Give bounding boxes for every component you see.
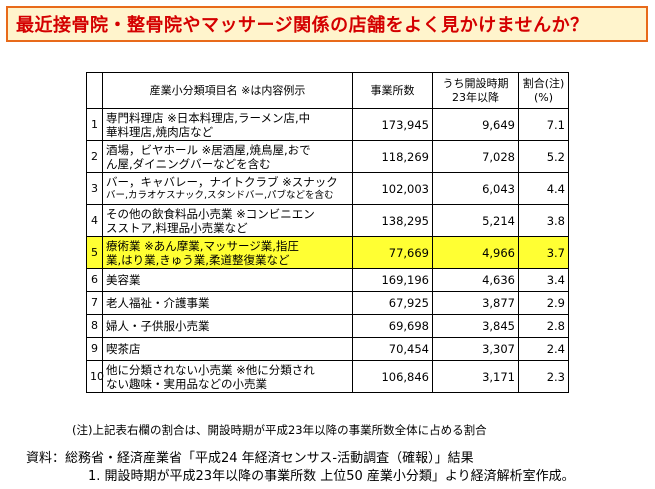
row-count: 169,196 <box>352 268 433 292</box>
header-item: 産業小分類項目名 ※は内容例示 <box>102 72 353 109</box>
row-since: 4,636 <box>432 268 519 292</box>
row-ratio: 3.8 <box>518 204 569 237</box>
row-number: 1 <box>86 108 103 141</box>
header-since: うち開設時期 23年以降 <box>432 72 519 109</box>
row-item: 酒場，ビヤホール ※居酒屋,焼鳥屋,おで ん屋,ダイニングバーなどを含む <box>102 140 353 173</box>
header-ratio-line1: 割合(注) <box>522 76 565 90</box>
row-ratio: 2.9 <box>518 291 569 315</box>
row-item: 老人福祉・介護事業 <box>102 291 353 315</box>
row-ratio: 2.3 <box>518 360 569 393</box>
row-number: 9 <box>86 337 103 361</box>
row-number: 4 <box>86 204 103 237</box>
row-since: 3,171 <box>432 360 519 393</box>
row-since: 6,043 <box>432 172 519 205</box>
table-row: 4 その他の飲食料品小売業 ※コンビニエン スストア,料理品小売業など 138,2… <box>86 204 569 237</box>
row-ratio: 7.1 <box>518 108 569 141</box>
row-ratio: 4.4 <box>518 172 569 205</box>
source-line-2: 1. 開設時期が平成23年以降の事業所数 上位50 産業小分類」より経済解析室作… <box>88 469 575 484</box>
row-item: 療術業 ※あん摩業,マッサージ業,指圧 業,はり業,きゅう業,柔道整復業など <box>102 236 353 269</box>
row-ratio: 3.4 <box>518 268 569 292</box>
table-header-row: 産業小分類項目名 ※は内容例示 事業所数 うち開設時期 23年以降 割合(注) … <box>86 72 569 109</box>
header-count: 事業所数 <box>352 72 433 109</box>
row-ratio: 5.2 <box>518 140 569 173</box>
page-title: 最近接骨院・整骨院やマッサージ関係の店舗をよく見かけませんか？ <box>16 15 589 36</box>
header-since-line2: 23年以降 <box>452 90 499 104</box>
row-number: 3 <box>86 172 103 205</box>
row-count: 69,698 <box>352 314 433 338</box>
row-number: 5 <box>86 236 103 269</box>
row-item: バー，キャバレー，ナイトクラブ ※スナック バー,カラオケスナック,スタンドバー,… <box>102 172 353 205</box>
table-row: 9 喫茶店 70,454 3,307 2.4 <box>86 337 569 361</box>
row-number: 8 <box>86 314 103 338</box>
table-footnote: (注)上記表右欄の割合は、開設時期が平成23年以降の事業所数全体に占める割合 <box>72 423 487 437</box>
row-ratio: 2.4 <box>518 337 569 361</box>
source-line-1: 資料：総務省・経済産業省「平成24 年経済センサス-活動調査（確報）」結果 <box>26 451 474 466</box>
row-since: 5,214 <box>432 204 519 237</box>
row-count: 77,669 <box>352 236 433 269</box>
table-row: 8 婦人・子供服小売業 69,698 3,845 2.8 <box>86 314 569 338</box>
header-since-line1: うち開設時期 <box>442 76 509 90</box>
header-ratio-line2: (%) <box>533 90 554 104</box>
table-row-highlighted: 5 療術業 ※あん摩業,マッサージ業,指圧 業,はり業,きゅう業,柔道整復業など … <box>86 236 569 269</box>
row-count: 173,945 <box>352 108 433 141</box>
row-count: 106,846 <box>352 360 433 393</box>
row-since: 3,307 <box>432 337 519 361</box>
row-item: その他の飲食料品小売業 ※コンビニエン スストア,料理品小売業など <box>102 204 353 237</box>
header-no <box>86 72 103 109</box>
table-row: 3 バー，キャバレー，ナイトクラブ ※スナック バー,カラオケスナック,スタンドバ… <box>86 172 569 205</box>
table-row: 1 専門料理店 ※日本料理店,ラーメン店,中 華料理店,焼肉店など 173,945… <box>86 108 569 141</box>
table-row: 10 他に分類されない小売業 ※他に分類され ない趣味・実用品などの小売業 106… <box>86 360 569 393</box>
header-ratio: 割合(注) (%) <box>518 72 569 109</box>
table-row: 6 美容業 169,196 4,636 3.4 <box>86 268 569 292</box>
row-number: 7 <box>86 291 103 315</box>
row-item: 他に分類されない小売業 ※他に分類され ない趣味・実用品などの小売業 <box>102 360 353 393</box>
row-ratio: 2.8 <box>518 314 569 338</box>
row-since: 3,845 <box>432 314 519 338</box>
row-count: 102,003 <box>352 172 433 205</box>
row-since: 9,649 <box>432 108 519 141</box>
row-count: 138,295 <box>352 204 433 237</box>
row-since: 4,966 <box>432 236 519 269</box>
row-item: 婦人・子供服小売業 <box>102 314 353 338</box>
table-row: 2 酒場，ビヤホール ※居酒屋,焼鳥屋,おで ん屋,ダイニングバーなどを含む 11… <box>86 140 569 173</box>
row-ratio: 3.7 <box>518 236 569 269</box>
row-since: 3,877 <box>432 291 519 315</box>
table-row: 7 老人福祉・介護事業 67,925 3,877 2.9 <box>86 291 569 315</box>
row-since: 7,028 <box>432 140 519 173</box>
row-item: 美容業 <box>102 268 353 292</box>
row-number: 6 <box>86 268 103 292</box>
row-count: 67,925 <box>352 291 433 315</box>
row-item: 喫茶店 <box>102 337 353 361</box>
title-banner: 最近接骨院・整骨院やマッサージ関係の店舗をよく見かけませんか？ <box>6 6 648 42</box>
row-number: 10 <box>86 360 104 393</box>
row-count: 118,269 <box>352 140 433 173</box>
row-number: 2 <box>86 140 103 173</box>
row-count: 70,454 <box>352 337 433 361</box>
industry-table: 産業小分類項目名 ※は内容例示 事業所数 うち開設時期 23年以降 割合(注) … <box>86 72 569 393</box>
row-item: 専門料理店 ※日本料理店,ラーメン店,中 華料理店,焼肉店など <box>102 108 353 141</box>
